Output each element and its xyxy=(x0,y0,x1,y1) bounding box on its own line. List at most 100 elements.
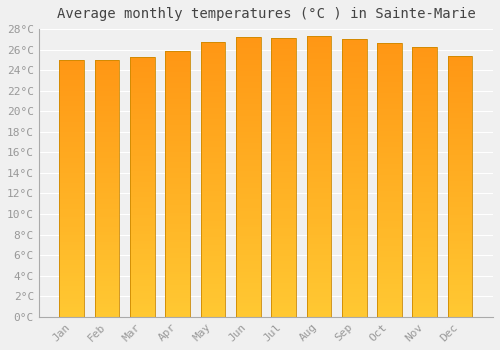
Bar xyxy=(342,200,366,203)
Bar xyxy=(271,241,296,244)
Bar xyxy=(342,148,366,150)
Bar xyxy=(342,178,366,181)
Bar xyxy=(377,43,402,317)
Bar xyxy=(448,90,472,92)
Bar xyxy=(377,243,402,246)
Bar xyxy=(166,75,190,77)
Bar xyxy=(166,176,190,178)
Bar xyxy=(200,67,226,70)
Bar xyxy=(94,312,120,314)
Bar xyxy=(200,267,226,270)
Bar xyxy=(412,47,437,317)
Bar xyxy=(236,99,260,101)
Bar xyxy=(271,203,296,205)
Bar xyxy=(306,87,331,90)
Bar xyxy=(200,306,226,309)
Bar xyxy=(271,306,296,308)
Bar xyxy=(236,202,260,205)
Bar xyxy=(306,190,331,193)
Bar xyxy=(236,118,260,121)
Bar xyxy=(94,198,120,201)
Bar xyxy=(377,229,402,232)
Bar xyxy=(448,288,472,291)
Bar xyxy=(236,289,260,292)
Bar xyxy=(166,106,190,109)
Bar xyxy=(200,276,226,278)
Bar xyxy=(130,161,155,163)
Bar xyxy=(94,124,120,127)
Bar xyxy=(342,314,366,317)
Bar xyxy=(412,263,437,265)
Bar xyxy=(306,36,331,317)
Bar xyxy=(236,144,260,146)
Bar xyxy=(271,214,296,217)
Bar xyxy=(306,216,331,219)
Bar xyxy=(166,128,190,131)
Bar xyxy=(342,78,366,81)
Bar xyxy=(412,274,437,276)
Bar xyxy=(448,77,472,79)
Bar xyxy=(130,70,155,72)
Bar xyxy=(448,272,472,275)
Bar xyxy=(236,261,260,264)
Bar xyxy=(166,288,190,290)
Bar xyxy=(306,250,331,252)
Bar xyxy=(94,147,120,150)
Bar xyxy=(342,103,366,106)
Bar xyxy=(236,40,260,43)
Bar xyxy=(236,194,260,197)
Bar xyxy=(166,210,190,213)
Bar xyxy=(236,230,260,233)
Bar xyxy=(306,45,331,48)
Bar xyxy=(342,139,366,142)
Bar xyxy=(166,234,190,237)
Bar xyxy=(60,307,84,309)
Bar xyxy=(130,142,155,145)
Bar xyxy=(448,259,472,262)
Bar xyxy=(412,257,437,260)
Bar xyxy=(130,88,155,91)
Bar xyxy=(236,275,260,278)
Bar xyxy=(166,162,190,165)
Bar xyxy=(94,150,120,152)
Bar xyxy=(412,87,437,90)
Bar xyxy=(166,178,190,181)
Bar xyxy=(94,68,120,70)
Bar xyxy=(130,156,155,158)
Bar xyxy=(271,244,296,247)
Bar xyxy=(200,130,226,133)
Bar xyxy=(448,178,472,181)
Bar xyxy=(200,97,226,100)
Bar xyxy=(448,186,472,189)
Bar xyxy=(448,160,472,163)
Bar xyxy=(306,179,331,182)
Bar xyxy=(94,129,120,132)
Bar xyxy=(342,272,366,275)
Bar xyxy=(342,153,366,156)
Bar xyxy=(342,39,366,317)
Bar xyxy=(448,139,472,142)
Bar xyxy=(200,196,226,199)
Bar xyxy=(342,117,366,120)
Bar xyxy=(412,155,437,158)
Bar xyxy=(200,158,226,160)
Bar xyxy=(306,90,331,92)
Bar xyxy=(448,189,472,191)
Bar xyxy=(342,64,366,67)
Bar xyxy=(94,173,120,175)
Bar xyxy=(200,86,226,89)
Bar xyxy=(306,174,331,176)
Bar xyxy=(271,105,296,108)
Bar xyxy=(166,96,190,99)
Bar xyxy=(342,73,366,75)
Bar xyxy=(236,160,260,163)
Bar xyxy=(412,60,437,63)
Bar xyxy=(200,64,226,67)
Bar xyxy=(130,301,155,304)
Bar xyxy=(94,186,120,188)
Bar xyxy=(166,53,190,56)
Bar xyxy=(448,142,472,145)
Bar xyxy=(60,247,84,250)
Bar xyxy=(306,294,331,297)
Bar xyxy=(94,117,120,119)
